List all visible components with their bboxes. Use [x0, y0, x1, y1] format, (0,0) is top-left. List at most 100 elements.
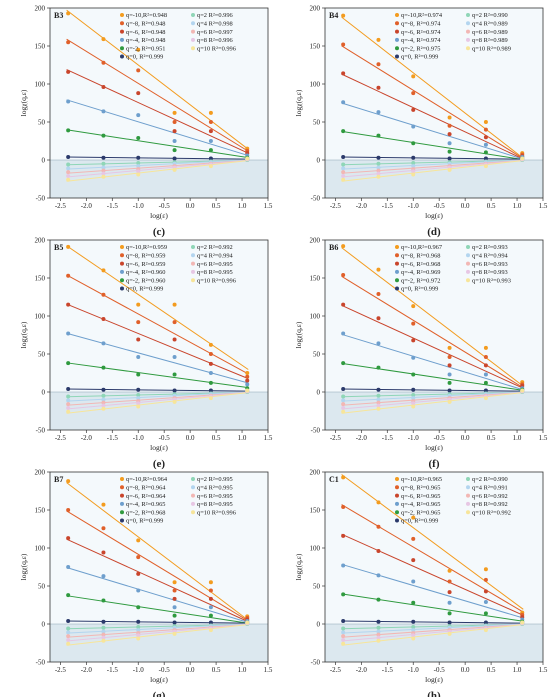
data-point-q-10 [136, 302, 141, 307]
fit-line-q0 [341, 156, 524, 160]
data-point-q-8 [136, 68, 141, 73]
x-tick-label: -0.5 [434, 434, 446, 442]
data-point-q0 [136, 619, 141, 624]
y-axis-label: logχ(q,ε) [19, 321, 28, 348]
data-point-q10 [376, 638, 381, 643]
data-point-q8 [66, 637, 71, 642]
y-tick-label: 150 [35, 506, 46, 514]
data-point-q-4 [245, 382, 250, 387]
data-point-q0 [101, 387, 106, 392]
data-point-q-2 [376, 597, 381, 602]
data-point-q10 [136, 404, 141, 409]
x-tick-label: -2.0 [81, 666, 93, 674]
data-point-q-2 [447, 380, 452, 385]
data-point-q-2 [483, 611, 488, 616]
data-point-q8 [136, 169, 141, 174]
legend-marker-q2 [191, 13, 195, 17]
x-tick-label: -2.0 [356, 666, 368, 674]
data-point-q8 [136, 401, 141, 406]
legend-entry-q-8: q=-8, R²=0.964 [126, 485, 166, 492]
data-point-q0 [411, 155, 416, 160]
fit-line-q10 [341, 391, 524, 414]
data-points [341, 13, 525, 182]
legend-marker-q-6 [120, 29, 124, 34]
fit-line-q4 [66, 623, 249, 634]
data-point-q0 [447, 620, 452, 625]
fit-line-q-8 [341, 504, 524, 613]
legend-entry-q8: q=8 R²=0.995 [197, 269, 233, 276]
data-point-q10 [245, 388, 250, 393]
legend-marker-q-8 [120, 21, 124, 26]
y-tick-label: -50 [36, 426, 46, 434]
x-tick-label: -2.5 [330, 434, 342, 442]
data-point-q2 [66, 626, 71, 631]
legend-entry-q0: q=0, R²=0.999 [126, 518, 163, 525]
data-point-q-10 [208, 110, 213, 115]
legend-marker-q0 [120, 54, 124, 59]
x-tick-label: 1.0 [513, 666, 522, 674]
fit-line-q-4 [341, 333, 524, 391]
data-point-q0 [66, 154, 71, 159]
data-point-q10 [411, 404, 416, 409]
y-axis-label: logχ(q,ε) [19, 89, 28, 116]
data-point-q-10 [172, 580, 177, 585]
legend-entry-q-6: q=-6, R²=0.968 [401, 261, 440, 268]
fit-line-q6 [66, 159, 249, 174]
x-tick-label: -0.5 [159, 666, 171, 674]
data-point-q10 [66, 409, 71, 414]
legend-entry-q6: q=6 R²=0.993 [472, 261, 508, 268]
fit-line-q-4 [341, 102, 524, 160]
panel-caption: (e) [153, 458, 166, 470]
data-point-q-2 [341, 592, 346, 597]
legend-entry-q-4: q=-4, R²=0.965 [401, 501, 440, 508]
plot-frame [324, 7, 544, 199]
data-point-q-2 [172, 613, 177, 618]
data-point-q-6 [172, 129, 177, 134]
legend-entry-q-6: q=-6, R²=0.959 [126, 261, 165, 268]
data-point-q-8 [483, 577, 488, 582]
data-point-q-2 [447, 149, 452, 154]
legend-marker-q4 [466, 253, 470, 258]
fit-line-q10 [66, 159, 249, 182]
x-axis-label: log(ε) [150, 443, 168, 452]
y-tick-label: 100 [310, 544, 321, 552]
data-point-q-10 [66, 11, 71, 16]
legend-marker-q-8 [395, 253, 399, 258]
y-tick-label: 50 [38, 582, 46, 590]
data-point-q0 [376, 619, 381, 624]
y-tick-label: 0 [317, 156, 321, 164]
fit-line-q-4 [341, 563, 524, 619]
data-point-q-4 [136, 355, 141, 360]
legend-marker-q-4 [395, 501, 399, 506]
legend-entry-q8: q=8 R²=0.989 [472, 37, 508, 44]
x-tick-label: -0.5 [434, 666, 446, 674]
legend-entry-q0: q=0, R²=0.999 [401, 286, 438, 293]
legend-marker-q2 [466, 13, 470, 17]
data-point-q2 [101, 161, 106, 166]
data-point-q10 [136, 636, 141, 641]
x-tick-label: -1.5 [107, 202, 119, 210]
data-point-q-10 [411, 74, 416, 79]
legend-entry-q6: q=6 R²=0.995 [197, 261, 233, 268]
data-point-q-2 [411, 600, 416, 605]
legend-entry-q10: q=10 R²=0.992 [472, 509, 511, 516]
data-point-q0 [172, 620, 177, 625]
data-point-q-10 [208, 342, 213, 347]
legend-marker-q-6 [395, 29, 399, 34]
legend-marker-q4 [191, 21, 195, 26]
data-point-q-8 [411, 321, 416, 326]
x-axis-label: log(ε) [425, 443, 443, 452]
data-point-q10 [483, 396, 488, 401]
data-point-q-6 [411, 107, 416, 112]
data-points [66, 11, 250, 182]
data-point-q0 [483, 156, 488, 161]
data-point-q10 [101, 638, 106, 643]
x-tick-label: -1.5 [107, 666, 119, 674]
fit-line-q-10 [341, 247, 524, 387]
data-point-q2 [411, 393, 416, 398]
data-point-q-8 [341, 42, 346, 47]
y-tick-label: -50 [311, 194, 321, 202]
x-tick-label: -1.5 [382, 434, 394, 442]
